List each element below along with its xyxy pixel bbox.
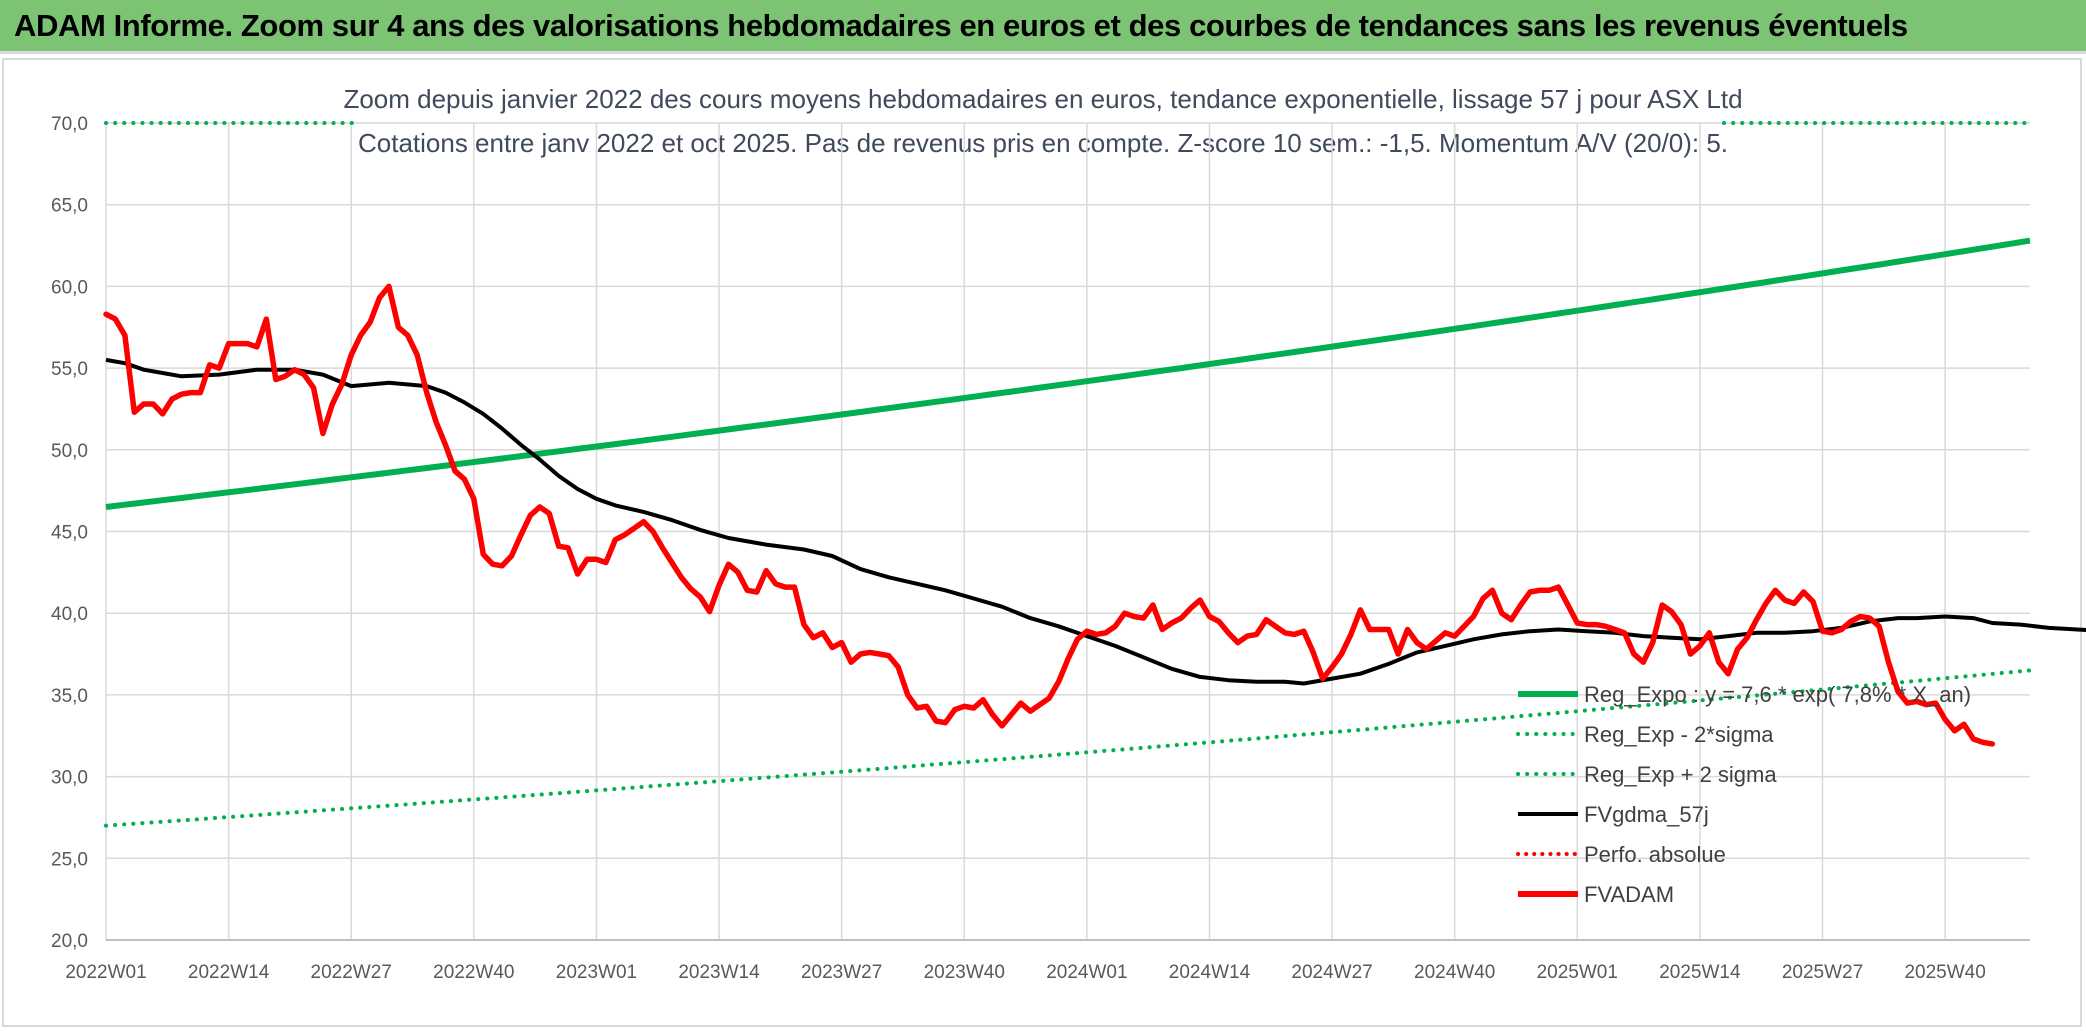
x-tick-label: 2025W14	[1659, 962, 1741, 983]
report-title: ADAM Informe. Zoom sur 4 ans des valoris…	[14, 8, 1908, 43]
x-tick-label: 2023W01	[556, 962, 637, 983]
x-tick-label: 2024W14	[1169, 962, 1251, 983]
legend-label: Perfo. absolue	[1584, 842, 1726, 867]
x-tick-label: 2022W14	[188, 962, 270, 983]
x-tick-label: 2025W40	[1904, 962, 1985, 983]
x-tick-label: 2022W40	[433, 962, 514, 983]
report-banner: ADAM Informe. Zoom sur 4 ans des valoris…	[0, 0, 2086, 54]
series-line-reg-expo	[105, 237, 2031, 510]
x-tick-label: 2022W27	[311, 962, 392, 983]
x-tick-label: 2025W27	[1782, 962, 1863, 983]
legend-label: Reg_Expo : y = 7,6 * exp( 7,8% * X_an)	[1584, 682, 1971, 707]
x-tick-label: 2025W01	[1537, 962, 1618, 983]
y-tick-label: 30,0	[51, 768, 88, 789]
y-tick-label: 25,0	[51, 849, 88, 870]
y-tick-label: 40,0	[51, 604, 88, 625]
x-tick-label: 2023W14	[678, 962, 760, 983]
y-tick-label: 65,0	[51, 196, 88, 217]
legend-label: FVADAM	[1584, 882, 1674, 907]
chart-frame	[2, 58, 2082, 1027]
legend-label: FVgdma_57j	[1584, 802, 1709, 827]
y-tick-label: 20,0	[51, 931, 88, 952]
legend-label: Reg_Exp + 2 sigma	[1584, 762, 1777, 787]
y-tick-label: 60,0	[51, 277, 88, 298]
x-tick-label: 2024W27	[1291, 962, 1372, 983]
x-tick-label: 2024W40	[1414, 962, 1495, 983]
series-line-fvadam	[103, 283, 1996, 747]
legend-label: Reg_Exp - 2*sigma	[1584, 722, 1774, 747]
chart-subtitle: Cotations entre janv 2022 et oct 2025. P…	[357, 128, 1729, 158]
y-tick-label: 55,0	[51, 359, 88, 380]
x-tick-label: 2022W01	[65, 962, 146, 983]
y-tick-label: 35,0	[51, 686, 88, 707]
y-tick-label: 50,0	[51, 441, 88, 462]
x-tick-label: 2023W27	[801, 962, 882, 983]
x-tick-label: 2024W01	[1046, 962, 1127, 983]
x-tick-label: 2023W40	[924, 962, 1005, 983]
series-line-reg-minus-2sigma	[104, 668, 2032, 828]
y-tick-label: 70,0	[51, 114, 88, 135]
series-line-fvgdma	[105, 357, 2086, 686]
chart-title: Zoom depuis janvier 2022 des cours moyen…	[343, 84, 1743, 114]
y-tick-label: 45,0	[51, 523, 88, 544]
